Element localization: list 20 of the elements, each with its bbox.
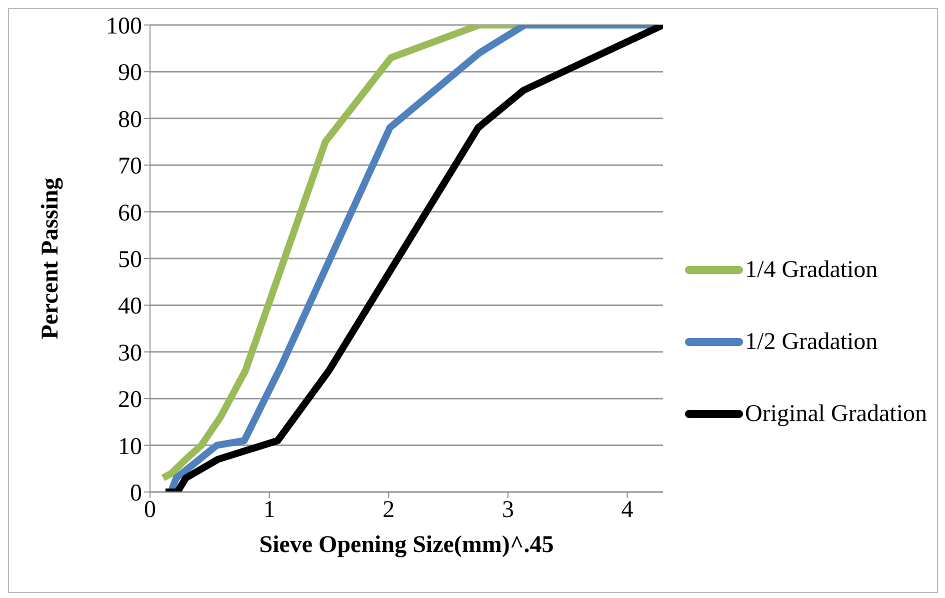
- y-tick-label: 90: [118, 60, 142, 86]
- x-tick-label: 2: [382, 497, 395, 524]
- y-tick-label: 30: [118, 340, 142, 366]
- y-tick-label: 20: [118, 387, 142, 414]
- x-axis-title: Sieve Opening Size(mm)^.45: [259, 532, 554, 558]
- y-tick-label: 10: [118, 434, 142, 460]
- y-axis-title: Percent Passing: [38, 178, 64, 340]
- y-tick-label: 80: [118, 106, 142, 133]
- y-tick-label: 70: [118, 154, 142, 180]
- y-tick-label: 100: [106, 14, 142, 40]
- y-tick-label: 50: [118, 247, 142, 274]
- y-tick-label: 0: [130, 480, 142, 507]
- x-tick-label: 3: [502, 497, 514, 524]
- x-tick-label: 1: [263, 497, 276, 524]
- legend-label: Original Gradation: [745, 400, 927, 428]
- legend-label: 1/2 Gradation: [745, 328, 878, 356]
- legend-label: 1/4 Gradation: [745, 256, 878, 284]
- x-tick-label: 4: [621, 497, 634, 524]
- y-tick-label: 60: [118, 200, 142, 226]
- y-tick-label: 40: [118, 294, 142, 320]
